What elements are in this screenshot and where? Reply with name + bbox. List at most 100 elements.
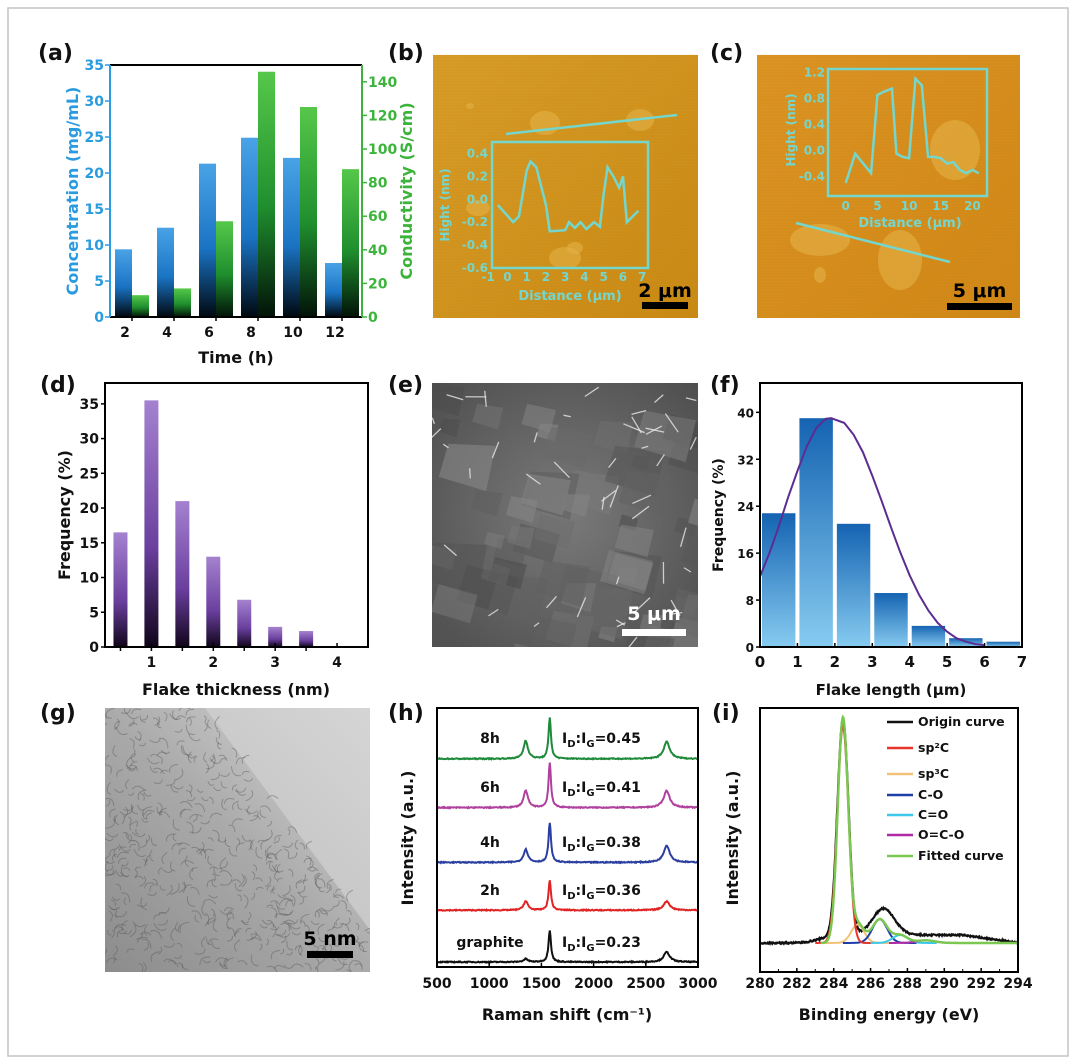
lattice-fringe xyxy=(297,885,306,894)
flake-edge xyxy=(432,428,442,439)
lattice-fringe xyxy=(105,860,115,865)
y-tick-label: 16 xyxy=(737,547,754,561)
lattice-fringe xyxy=(225,957,234,967)
y-tick-label: 0 xyxy=(94,310,104,326)
x-tick-label: 1 xyxy=(147,655,157,671)
flake-edge xyxy=(664,413,679,433)
series-label: 8h xyxy=(480,731,500,747)
lattice-fringe xyxy=(283,911,292,916)
lattice-fringe xyxy=(219,860,228,870)
lattice-fringe xyxy=(333,892,339,898)
y2-tick-label: 100 xyxy=(368,142,397,158)
lattice-fringe xyxy=(156,722,162,729)
ratio-part: G xyxy=(586,843,594,854)
lattice-fringe xyxy=(207,781,215,786)
y2-axis-label: Conductivity (S/cm) xyxy=(397,102,416,279)
lattice-fringe xyxy=(178,847,186,855)
intensity-ratio-label: ID:IG=0.45 xyxy=(562,731,641,750)
lattice-fringe xyxy=(276,877,283,883)
lattice-fringe xyxy=(106,832,119,838)
lattice-fringe xyxy=(152,717,160,726)
lattice-fringe xyxy=(142,806,153,817)
ratio-part: I xyxy=(562,883,567,899)
lattice-fringe xyxy=(158,756,163,765)
lattice-fringe xyxy=(259,924,268,929)
lattice-fringe xyxy=(127,792,135,796)
lattice-fringe xyxy=(228,824,236,832)
y-tick-label: 24 xyxy=(737,500,754,514)
scale-bar-label: 2 μm xyxy=(638,280,692,302)
lattice-fringe xyxy=(320,910,329,916)
lattice-fringe xyxy=(282,842,294,848)
lattice-fringe xyxy=(283,848,290,859)
x-tick-label: 4 xyxy=(904,653,914,671)
flake-edge xyxy=(533,432,538,443)
lattice-fringe xyxy=(234,939,241,952)
lattice-fringe xyxy=(309,859,314,869)
lattice-fringe xyxy=(169,764,179,773)
lattice-fringe xyxy=(181,882,186,894)
vacuum-region xyxy=(205,708,370,930)
lattice-fringe xyxy=(105,869,115,877)
lattice-fringe xyxy=(286,940,294,951)
lattice-fringe xyxy=(153,779,163,784)
lattice-fringe xyxy=(170,927,176,942)
lattice-fringe xyxy=(128,722,138,726)
lattice-fringe xyxy=(246,936,253,941)
histogram-bar xyxy=(799,418,833,647)
flake-edge xyxy=(584,386,600,398)
lattice-fringe xyxy=(270,888,276,894)
lattice-fringe xyxy=(141,938,152,949)
lattice-fringe xyxy=(149,849,154,862)
lattice-fringe xyxy=(236,757,246,765)
lattice-fringe xyxy=(348,959,354,972)
lattice-fringe xyxy=(223,957,228,969)
flake xyxy=(600,550,654,595)
lattice-fringe xyxy=(295,945,301,951)
lattice-fringe xyxy=(266,965,278,972)
lattice-fringe xyxy=(138,742,147,747)
lattice-fringe xyxy=(206,761,215,770)
lattice-fringe xyxy=(207,917,214,926)
lattice-fringe xyxy=(282,885,291,897)
flake xyxy=(535,560,591,607)
x-tick-label: 6 xyxy=(619,270,627,284)
histogram-bar xyxy=(206,556,221,647)
y2-tick-label: 120 xyxy=(368,108,397,124)
lattice-fringe xyxy=(105,722,108,725)
lattice-fringe xyxy=(112,945,118,956)
lattice-fringe xyxy=(210,908,215,917)
lattice-fringe xyxy=(287,919,299,925)
lattice-fringe xyxy=(243,778,254,782)
flake-edge xyxy=(616,622,626,628)
flake-edge xyxy=(631,505,650,520)
lattice-fringe xyxy=(344,917,351,926)
lattice-fringe xyxy=(219,909,233,916)
lattice-fringe xyxy=(134,875,144,880)
lattice-fringe xyxy=(125,779,130,790)
lattice-fringe xyxy=(290,894,296,907)
lattice-fringe xyxy=(181,963,189,970)
lattice-fringe xyxy=(223,907,235,912)
x-tick-label: 12 xyxy=(325,325,344,341)
lattice-fringe xyxy=(206,913,216,925)
lattice-fringe xyxy=(236,838,241,845)
flake xyxy=(878,230,922,290)
lattice-fringe xyxy=(113,815,116,823)
lattice-fringe xyxy=(235,842,245,852)
flake xyxy=(432,384,465,417)
x-axis-label: Binding energy (eV) xyxy=(799,1005,980,1024)
bar-conductivity xyxy=(132,295,149,317)
lattice-fringe xyxy=(283,897,294,906)
lattice-fringe xyxy=(140,897,147,911)
panel-label: (g) xyxy=(40,701,76,726)
lattice-fringe xyxy=(283,964,293,969)
lattice-fringe xyxy=(113,911,128,918)
lattice-fringe xyxy=(279,948,285,955)
lattice-fringe xyxy=(152,878,158,887)
y2-tick-label: 80 xyxy=(368,176,388,192)
lattice-fringe xyxy=(354,963,363,967)
y-axis-label: Hight (nm) xyxy=(438,168,452,241)
lattice-fringe xyxy=(176,740,185,746)
